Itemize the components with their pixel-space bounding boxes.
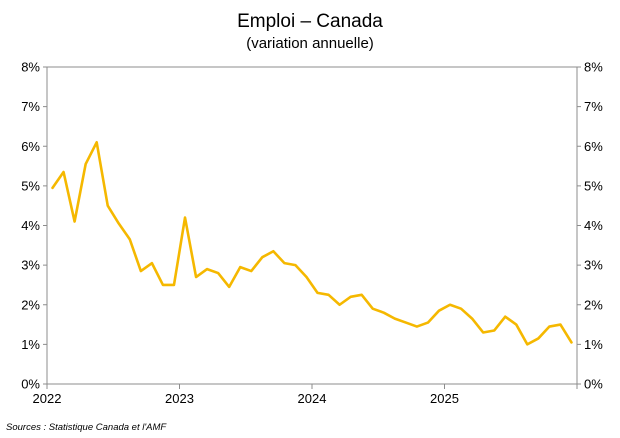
y-tick-label-left: 3% bbox=[21, 258, 40, 273]
y-tick-label-left: 2% bbox=[21, 297, 40, 312]
plot-area: 0% 0% 1% 1% 2% 2% 3% 3% 4% 4% 5% 5% 6% 6% 7% 7% 8% 8% 2022… bbox=[21, 60, 603, 407]
chart-source: Sources : Statistique Canada et l'AMF bbox=[6, 422, 167, 433]
y-tick-label-left: 8% bbox=[21, 60, 40, 75]
x-tick-label: 2025 bbox=[430, 391, 459, 406]
y-tick-label-right: 1% bbox=[584, 337, 603, 352]
y-tick-label-right: 0% bbox=[584, 377, 603, 392]
y-tick-label-left: 7% bbox=[21, 99, 40, 114]
employment-series-line bbox=[51, 140, 573, 346]
x-tick-label: 2024 bbox=[298, 391, 327, 406]
y-tick-label-left: 6% bbox=[21, 139, 40, 154]
y-tick-label-left: 1% bbox=[21, 337, 40, 352]
y-tick-label-left: 4% bbox=[21, 218, 40, 233]
chart-subtitle: (variation annuelle) bbox=[246, 35, 374, 52]
y-tick-label-right: 4% bbox=[584, 218, 603, 233]
x-tick-label: 2023 bbox=[165, 391, 194, 406]
y-tick-label-right: 6% bbox=[584, 139, 603, 154]
y-tick-label-left: 0% bbox=[21, 377, 40, 392]
y-tick-label-right: 3% bbox=[584, 258, 603, 273]
y-tick-label-right: 7% bbox=[584, 99, 603, 114]
y-tick-label-right: 5% bbox=[584, 178, 603, 193]
chart-title: Emploi – Canada bbox=[237, 11, 383, 32]
x-tick-label: 2022 bbox=[33, 391, 62, 406]
plot-frame bbox=[46, 66, 578, 385]
y-tick-label-right: 8% bbox=[584, 60, 603, 75]
y-tick-label-right: 2% bbox=[584, 297, 603, 312]
y-tick-label-left: 5% bbox=[21, 178, 40, 193]
